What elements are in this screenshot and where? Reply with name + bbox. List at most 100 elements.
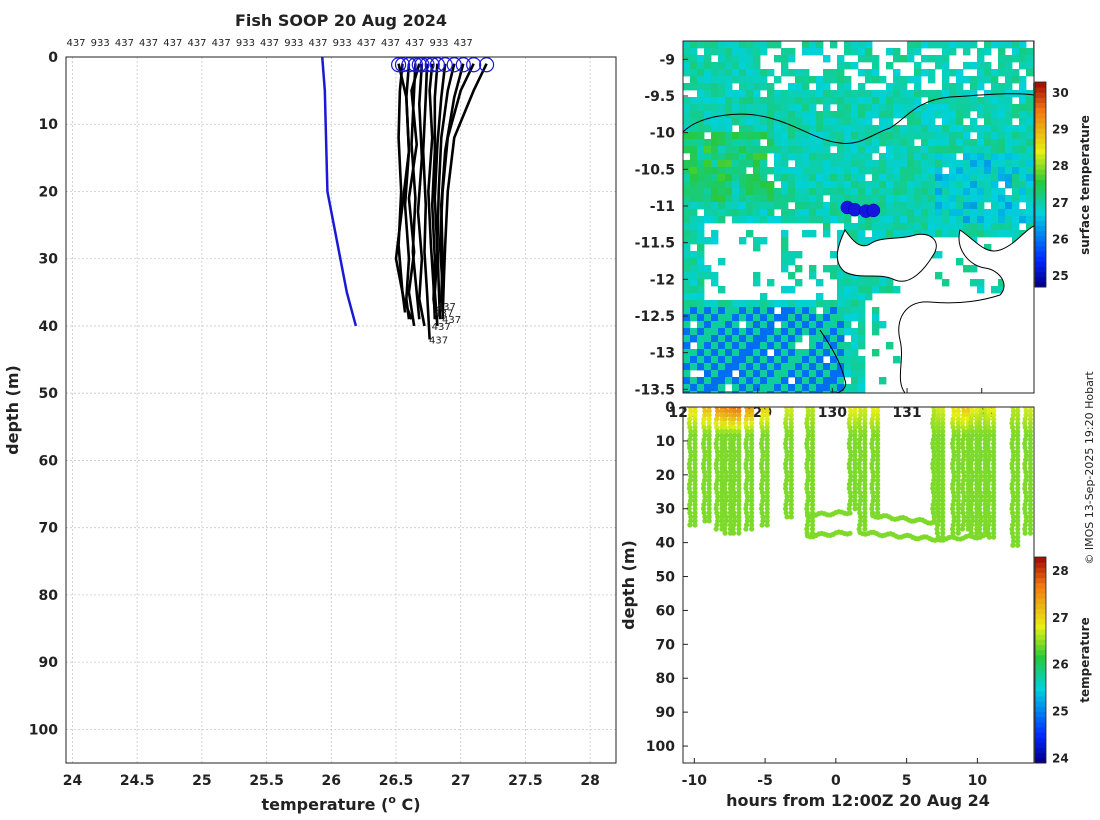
map-sst-cell [781,377,789,385]
map-sst-cell [739,195,747,203]
map-sst-cell [907,160,915,168]
profile-y-tick-label: 0 [48,50,58,66]
map-sst-cell [830,377,838,385]
map-sst-cell [795,349,803,357]
map-sst-cell [788,342,796,350]
map-sst-cell [781,90,789,98]
map-sst-cell [865,41,873,49]
map-sst-cell [837,265,845,273]
time-depth-dot [974,412,980,418]
map-sst-cell [837,62,845,70]
map-sst-cell [858,146,866,154]
time-depth-dot [764,432,770,439]
time-depth-dot [977,489,983,496]
time-depth-dot [687,469,693,475]
time-depth-dot [722,502,728,508]
map-sst-cell [760,307,768,315]
time-depth-dot [1027,445,1034,451]
map-sst-cell [984,146,992,154]
map-sst-cell [816,167,824,175]
map-colorbar-step [1035,266,1046,273]
map-sst-cell [816,160,824,168]
map-sst-cell [683,195,691,203]
time-depth-dot [955,530,961,536]
map-sst-cell [697,349,705,357]
map-sst-cell [872,188,880,196]
map-sst-cell [809,300,817,308]
map-sst-cell [781,69,789,77]
map-sst-cell [970,97,978,105]
map-sst-cell [956,195,964,203]
time-depth-dot [788,445,794,451]
map-sst-cell [900,132,908,140]
time-depth-dot [1010,493,1017,500]
map-sst-cell [893,167,901,175]
map-sst-cell [823,181,831,189]
map-sst-cell [683,174,691,182]
time-depth-dot [950,461,956,467]
time-depth-dot [856,481,862,487]
time-depth-dot [731,477,737,483]
map-sst-cell [816,384,824,392]
map-sst-cell [809,335,817,343]
map-sst-cell [816,349,824,357]
map-sst-cell [753,48,761,56]
map-sst-cell [683,370,691,378]
time-depth-dot [848,428,854,435]
map-sst-cell [718,286,726,294]
map-sst-cell [928,55,936,63]
map-sst-cell [816,209,824,217]
time-depth-dot [1015,432,1021,439]
map-sst-cell [984,188,992,196]
time-depth-dot [969,497,975,504]
map-sst-cell [746,349,754,357]
map-sst-cell [760,181,768,189]
map-sst-cell [858,202,866,210]
map-sst-cell [781,286,789,294]
map-sst-cell [914,111,922,119]
map-sst-cell [991,41,999,49]
time-depth-dot [743,416,749,422]
map-sst-cell [697,328,705,336]
time-depth-dot [736,493,742,500]
time-depth-dot [985,506,991,512]
time-depth-dot [930,441,936,447]
map-sst-cell [788,321,796,329]
map-sst-cell [767,188,775,196]
time-depth-dot [788,457,794,463]
time-depth-dot [743,510,750,516]
time-depth-dot [1023,493,1029,500]
map-sst-cell [788,363,796,371]
map-sst-cell [914,209,922,217]
time-depth-dot [749,465,755,471]
time-depth-dot [788,436,794,443]
map-sst-cell [879,160,887,168]
map-sst-cell [746,62,754,70]
map-sst-cell [998,286,1006,294]
time-depth-dot [857,510,863,516]
map-sst-cell [858,279,866,287]
time-depth-dot [935,449,941,455]
map-colorbar-step [1035,164,1046,170]
map-sst-cell [844,342,852,350]
time-depth-dot [961,514,967,520]
map-sst-cell [1012,55,1020,63]
map-sst-cell [928,174,936,182]
map-sst-cell [872,216,880,224]
time-depth-dot [784,473,790,479]
time-depth-dot [692,412,698,418]
map-sst-cell [970,195,978,203]
time-depth-dot [722,510,728,516]
map-sst-cell [795,181,803,189]
map-sst-cell [683,244,691,252]
time-depth-dot [1023,473,1029,479]
map-sst-cell [900,181,908,189]
map-sst-cell [1005,230,1013,238]
map-sst-cell [802,160,810,168]
map-sst-cell [816,76,824,84]
time-depth-dot [736,502,742,508]
time-depth-y-tick-label: 0 [665,400,675,416]
time-depth-dot [713,445,720,451]
time-depth-dot [875,453,881,459]
map-sst-cell [1005,104,1013,112]
